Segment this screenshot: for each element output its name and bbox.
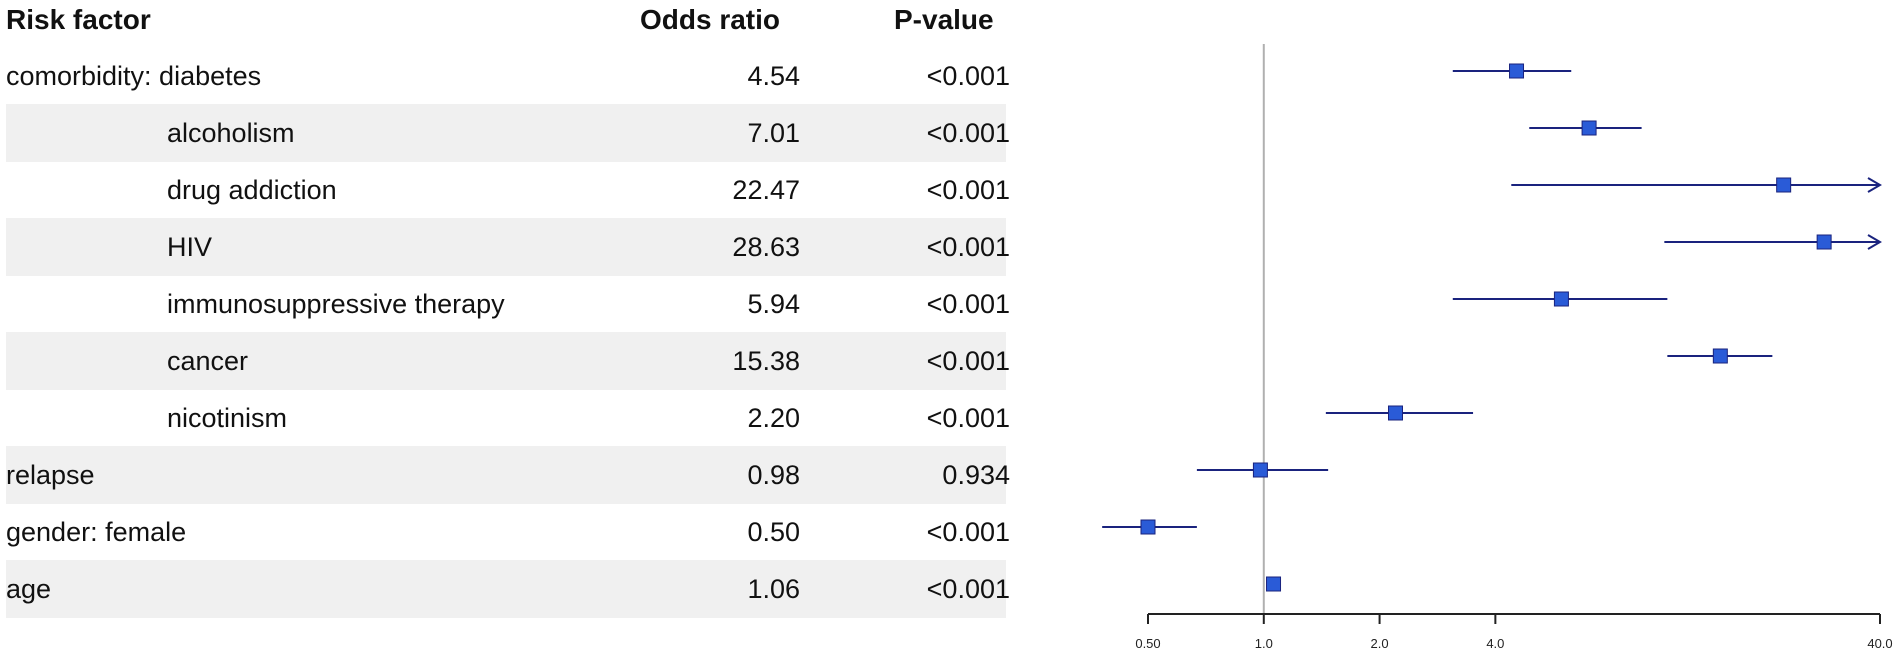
odds-ratio-value: 15.38 bbox=[732, 346, 800, 376]
p-value: <0.001 bbox=[926, 403, 1010, 433]
odds-ratio-value: 0.98 bbox=[747, 460, 800, 490]
p-value: <0.001 bbox=[926, 232, 1010, 262]
row-shade bbox=[6, 104, 1006, 162]
p-value: <0.001 bbox=[926, 574, 1010, 604]
or-marker bbox=[1252, 462, 1268, 478]
row-shade bbox=[6, 332, 1006, 390]
odds-ratio-value: 1.06 bbox=[747, 574, 800, 604]
odds-ratio-value: 0.50 bbox=[747, 517, 800, 547]
odds-ratio-value: 2.20 bbox=[747, 403, 800, 433]
or-marker bbox=[1509, 63, 1525, 79]
or-marker bbox=[1712, 348, 1728, 364]
row-label: immunosuppressive therapy bbox=[167, 289, 505, 319]
ci-arrow bbox=[1867, 234, 1882, 250]
row-shade bbox=[6, 218, 1006, 276]
x-tick-label: 0.50 bbox=[1135, 636, 1160, 651]
x-tick-label: 4.0 bbox=[1486, 636, 1504, 651]
p-value: <0.001 bbox=[926, 346, 1010, 376]
row-shade bbox=[6, 560, 1006, 618]
or-marker bbox=[1140, 519, 1156, 535]
row-label: alcoholism bbox=[167, 118, 295, 148]
x-tick-label: 1.0 bbox=[1255, 636, 1273, 651]
row-label: cancer bbox=[167, 346, 249, 376]
row-label: nicotinism bbox=[167, 403, 288, 433]
or-marker bbox=[1266, 576, 1282, 592]
row-label: gender: female bbox=[6, 517, 187, 547]
row-label: age bbox=[6, 574, 52, 604]
p-value: <0.001 bbox=[926, 175, 1010, 205]
odds-ratio-value: 22.47 bbox=[732, 175, 800, 205]
p-value: <0.001 bbox=[926, 517, 1010, 547]
p-value: 0.934 bbox=[942, 460, 1010, 490]
ci-arrow bbox=[1867, 177, 1882, 193]
p-value: <0.001 bbox=[926, 289, 1010, 319]
row-label: HIV bbox=[167, 232, 213, 262]
or-marker bbox=[1776, 177, 1792, 193]
row-label: comorbidity: diabetes bbox=[6, 61, 262, 91]
header-odds-ratio: Odds ratio bbox=[640, 4, 781, 35]
row-label: drug addiction bbox=[167, 175, 337, 205]
odds-ratio-value: 4.54 bbox=[747, 61, 800, 91]
or-marker bbox=[1816, 234, 1832, 250]
header-risk-factor: Risk factor bbox=[6, 4, 151, 35]
x-tick-label: 40.0 bbox=[1867, 636, 1892, 651]
row-label: relapse bbox=[6, 460, 95, 490]
odds-ratio-value: 5.94 bbox=[747, 289, 800, 319]
header-p-value: P-value bbox=[894, 4, 994, 35]
p-value: <0.001 bbox=[926, 118, 1010, 148]
row-shade bbox=[6, 446, 1006, 504]
or-marker bbox=[1581, 120, 1597, 136]
or-marker bbox=[1553, 291, 1569, 307]
odds-ratio-value: 28.63 bbox=[732, 232, 800, 262]
odds-ratio-value: 7.01 bbox=[747, 118, 800, 148]
p-value: <0.001 bbox=[926, 61, 1010, 91]
x-tick-label: 2.0 bbox=[1371, 636, 1389, 651]
or-marker bbox=[1387, 405, 1403, 421]
